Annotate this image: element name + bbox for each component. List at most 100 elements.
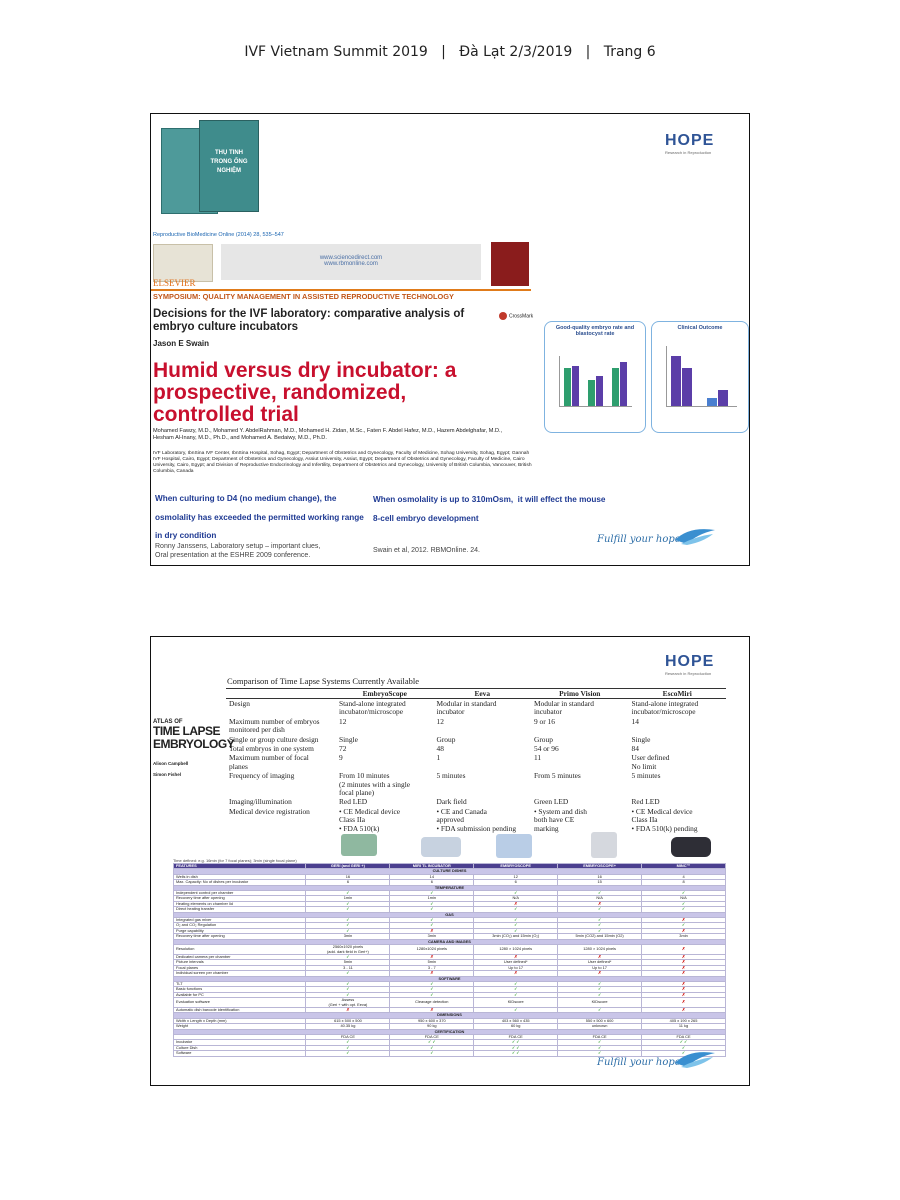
row-label: Available for PC [172, 991, 307, 999]
note-line: 8-cell embryo development [373, 514, 479, 523]
cell: Modular in standard incubator [534, 698, 594, 717]
section-row: CAMERA AND IMAGES [173, 938, 726, 946]
cell: ✓ [557, 1050, 643, 1057]
header-row: EmbryoScope Eeva Primo Vision EscoMiri [226, 687, 726, 700]
cell: User defined No limit [631, 753, 670, 771]
row: Automatic dish barcode identification ✗ ✗ ✓… [172, 1006, 726, 1014]
row: Total embryos in one system 72 48 54 or 96 8… [226, 744, 726, 753]
section-row: DIMENSIONS [173, 1012, 726, 1019]
cell: 48 [436, 743, 444, 753]
row: Weight 40.35 kg 90 kg 60 kg unknown 11 kg [172, 1023, 726, 1030]
note-line: When osmolality is up to 310mOsm, it wil… [373, 495, 606, 504]
atlas-book: ATLAS OF TIME LAPSE EMBRYOLOGY Alison Ca… [153, 719, 235, 777]
trial-affiliations: IVF Laboratory, IbnSina IVF Center, IbnS… [153, 451, 532, 474]
cell: ✗ [389, 970, 475, 977]
cell: Stand-alone integrated incubator/microsc… [339, 698, 406, 717]
cell: ✓ [305, 991, 391, 999]
row: Culture Dish ✓ ✓ ✓ ✓ ✓ ✓ [172, 1044, 726, 1052]
row: Available for PC ✓ ✓ ✓ ✓ ✗ [172, 991, 726, 999]
section-row: SOFTWARE [173, 975, 726, 982]
chart-image: Good-quality embryo rate and blastocyst … [544, 321, 646, 433]
row-label: Single or group culture design [229, 734, 319, 744]
column-header: EmbryoScope [336, 687, 434, 700]
cell: Red LED [631, 797, 660, 807]
cell: From 5 minutes [534, 771, 581, 781]
atlas-editor: Simon Fishel [153, 772, 182, 777]
chart-shape [707, 398, 717, 406]
row-label: Total embryos in one system [229, 743, 314, 753]
cell: ✗ [641, 1006, 726, 1014]
cell: ✓ [305, 1050, 391, 1057]
trial-authors: Mohamed Fawzy, M.D., Mohamed Y. AbdelRah… [153, 428, 503, 441]
column-header: MIRI TL INCUBATOR [389, 862, 475, 870]
comparison-table: EmbryoScope Eeva Primo Vision EscoMiri Desig… [226, 687, 726, 834]
section-title: CULTURE DISHES [173, 868, 726, 875]
publisher: ELSEVIER [153, 278, 196, 288]
chart-shape [596, 376, 603, 406]
cell: 84 [631, 743, 639, 753]
row: Evaluation software Assess (Geri + with o… [172, 997, 726, 1008]
cell: From 10 minutes (2 minutes with a single… [339, 771, 411, 797]
chart-shape [682, 368, 692, 406]
features: FEATURES GERI (and GERI +) MIRI TL INCUBAT… [172, 862, 726, 1057]
cell: • CE Medical device Class IIa • FDA 510(… [339, 806, 401, 833]
wave-logo [675, 1052, 715, 1068]
chart-plot [666, 346, 737, 407]
cell: 6 [389, 879, 475, 886]
atlas-title: TIME LAPSE EMBRYOLOGY [153, 724, 235, 751]
row-label: Software [172, 1050, 307, 1057]
cell: 11 kg [641, 1023, 726, 1030]
cell: Assess (Geri + with opt. Eeva) [305, 997, 391, 1008]
row: Basic functions ✓ ✓ ✓ ✓ ✗ [172, 986, 726, 993]
row-label: Design [229, 698, 250, 708]
comparison-title: Comparison of Time Lapse Systems Current… [227, 676, 420, 686]
section-row: TEMPERATURE [173, 884, 726, 892]
publisher-logo [153, 244, 213, 282]
page-header: IVF Vietnam Summit 2019 | Đà Lạt 2/3/201… [244, 44, 656, 60]
cell: 40.35 kg [305, 1023, 391, 1030]
row: Imaging/illumination Red LED Dark field Gre… [226, 797, 726, 807]
row-label: Maximum number of embryos monitored per … [229, 716, 320, 735]
cell: Dark field [436, 797, 467, 807]
cell: ✗ [305, 1006, 391, 1014]
column-header: EscoMiri [628, 687, 726, 700]
journal-ref: Reproductive BioMedicine Online (2014) 2… [153, 232, 284, 238]
cell: Green LED [534, 797, 569, 807]
wave-logo [675, 529, 715, 545]
cell: 2560x1920 pixels (add. dark field in Ger… [305, 944, 391, 955]
cell: 72 [339, 743, 347, 753]
section-title: CERTIFICATION [173, 1028, 726, 1036]
paper-title: Decisions for the IVF laboratory: compar… [153, 308, 465, 333]
cell: 1280 × 1024 pixels [473, 944, 559, 955]
cell: KIDscore [473, 997, 559, 1008]
row: Max. Capacity: No of dishes per incubato… [172, 879, 726, 886]
cell: Red LED [339, 797, 368, 807]
cell: ✓ [389, 991, 475, 999]
cell: ✓ [641, 1044, 726, 1052]
column-header [226, 687, 336, 700]
section-row: CERTIFICATION [173, 1028, 726, 1036]
section-title: DIMENSIONS [173, 1012, 726, 1019]
comparison: EmbryoScope Eeva Primo Vision EscoMiri Desig… [226, 687, 726, 834]
row: Recovery time after opening 1min 1min N/A N/… [172, 895, 726, 902]
crossmark-label: CrossMark [509, 313, 534, 320]
cell: 5 minutes [436, 771, 466, 781]
trial-title: Humid versus dry incubator: a prospectiv… [153, 359, 457, 426]
cell: ✗ [641, 944, 726, 955]
row: Single or group culture design Single Grou… [226, 735, 726, 744]
cell: 14 [631, 716, 639, 726]
column-header: Primo Vision [531, 687, 629, 700]
source: Swain et al, 2012. RBMOnline. 24. [373, 547, 481, 554]
row: Recovery time after opening 3min 3min 3min … [172, 933, 726, 940]
atlas-label: ATLAS OF [153, 719, 183, 725]
cell: ✓ [641, 906, 726, 913]
cell: ✗ [641, 970, 726, 977]
row-label: Resolution [172, 944, 307, 955]
cell: • CE and Canada approved • FDA submissio… [436, 806, 517, 833]
cell: KIDscore [557, 997, 643, 1008]
row-label: Evaluation software [172, 997, 307, 1008]
section-title: GAS [173, 911, 726, 919]
column-header: Eeva [433, 687, 531, 700]
chart-plot [559, 356, 632, 407]
cell: 90 kg [389, 1023, 475, 1030]
